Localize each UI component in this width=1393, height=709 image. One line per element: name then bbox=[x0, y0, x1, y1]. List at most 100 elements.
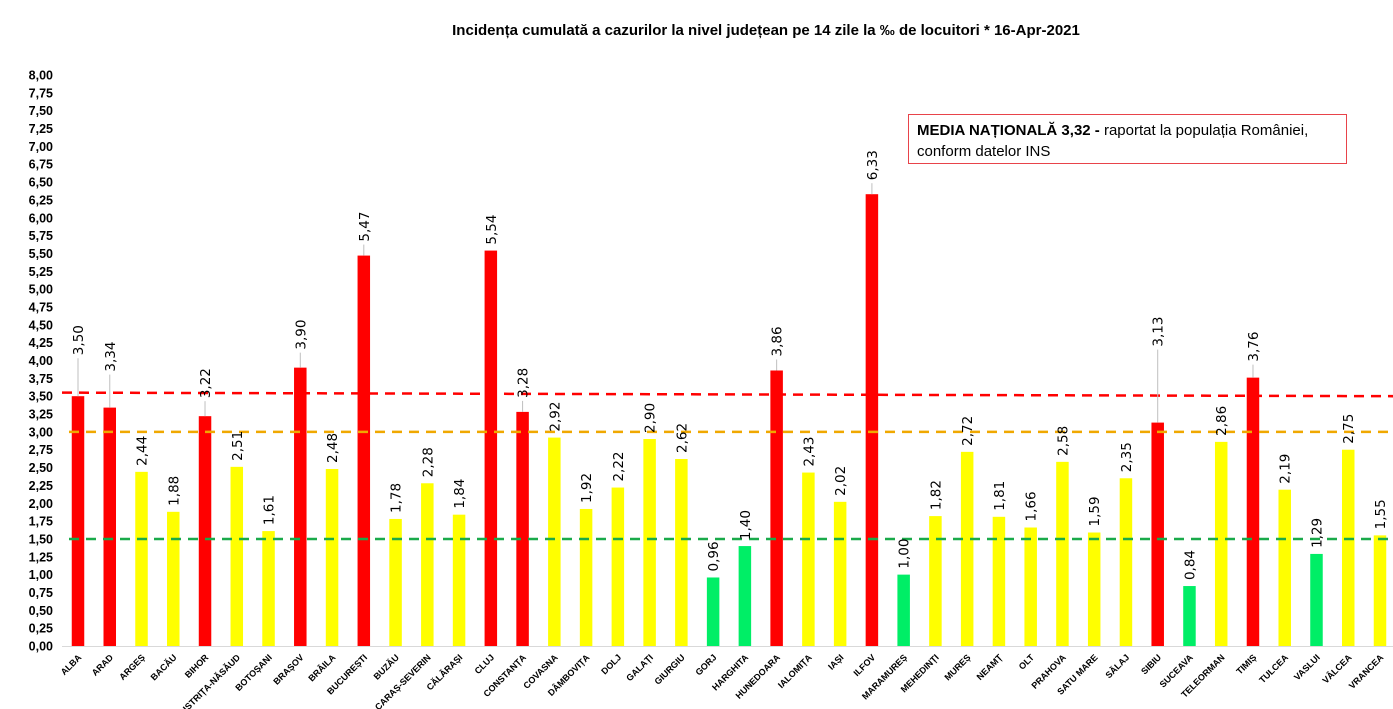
x-tick-label: GALAȚI bbox=[624, 652, 655, 683]
data-label: 1,55 bbox=[1373, 499, 1389, 529]
x-tick-label: VRANCEA bbox=[1347, 652, 1386, 691]
x-tick-label: DOLJ bbox=[599, 652, 623, 676]
y-tick-label: 6,00 bbox=[29, 211, 53, 225]
data-label: 2,90 bbox=[643, 403, 659, 433]
data-label: 1,00 bbox=[897, 539, 913, 569]
y-tick-label: 7,50 bbox=[29, 104, 53, 118]
y-tick-label: 6,50 bbox=[29, 176, 53, 190]
bar bbox=[1151, 422, 1164, 646]
data-label: 1,29 bbox=[1309, 518, 1325, 548]
x-tick-label: BRĂILA bbox=[306, 652, 337, 683]
data-label: 1,78 bbox=[389, 483, 405, 513]
data-label: 6,33 bbox=[865, 150, 881, 180]
data-label: 1,88 bbox=[166, 476, 182, 506]
bar bbox=[548, 437, 561, 646]
data-label: 1,66 bbox=[1024, 491, 1040, 521]
y-tick-label: 3,75 bbox=[29, 372, 53, 386]
bars bbox=[71, 194, 1387, 647]
y-tick-label: 0,25 bbox=[29, 622, 53, 636]
y-tick-label: 7,25 bbox=[29, 122, 53, 136]
data-label: 3,28 bbox=[516, 368, 532, 398]
annotation-line2: conform datelor INS bbox=[917, 143, 1051, 160]
y-tick-label: 3,00 bbox=[29, 425, 53, 439]
y-tick-label: 1,75 bbox=[29, 515, 53, 529]
bar bbox=[802, 472, 815, 646]
y-tick-label: 0,50 bbox=[29, 604, 53, 618]
y-tick-label: 1,50 bbox=[29, 532, 53, 546]
bar bbox=[738, 546, 752, 646]
y-tick-label: 5,00 bbox=[29, 283, 53, 297]
y-tick-label: 3,50 bbox=[29, 390, 53, 404]
data-label: 2,43 bbox=[801, 436, 817, 466]
y-tick-label: 2,00 bbox=[29, 497, 53, 511]
x-tick-label: BACĂU bbox=[149, 652, 179, 682]
y-tick-label: 1,00 bbox=[29, 568, 53, 582]
data-label: 1,82 bbox=[928, 480, 944, 510]
bar bbox=[1278, 489, 1291, 646]
y-tick-label: 6,75 bbox=[29, 158, 53, 172]
data-label: 3,13 bbox=[1151, 317, 1167, 347]
data-label: 5,54 bbox=[484, 215, 500, 245]
data-label: 1,61 bbox=[262, 495, 278, 525]
x-tick-label: TIMIȘ bbox=[1234, 652, 1258, 676]
bar bbox=[516, 411, 529, 646]
y-tick-label: 5,75 bbox=[29, 229, 53, 243]
y-tick-label: 1,25 bbox=[29, 550, 53, 564]
reference-lines bbox=[61, 391, 1393, 541]
x-tick-label: MUREȘ bbox=[943, 652, 973, 682]
bar bbox=[452, 514, 466, 646]
bar bbox=[1087, 532, 1101, 646]
chart-title: Incidența cumulată a cazurilor la nivel … bbox=[452, 22, 1080, 39]
red-threshold-line bbox=[61, 391, 1393, 398]
y-tick-label: 4,75 bbox=[29, 300, 53, 314]
y-tick-label: 2,50 bbox=[29, 461, 53, 475]
bar bbox=[1373, 535, 1387, 646]
bar bbox=[262, 531, 275, 646]
data-label: 3,90 bbox=[293, 320, 309, 350]
data-label: 3,76 bbox=[1246, 332, 1262, 362]
x-tick-label: CARAȘ-SEVERIN bbox=[373, 652, 433, 709]
data-label: 2,75 bbox=[1341, 414, 1357, 444]
x-tick-label: SIBIU bbox=[1139, 652, 1163, 676]
y-tick-label: 3,25 bbox=[29, 408, 53, 422]
bar bbox=[611, 487, 625, 646]
x-tick-label: TULCEA bbox=[1257, 652, 1290, 685]
x-tick-label: BIHOR bbox=[183, 652, 211, 680]
y-tick-label: 5,50 bbox=[29, 247, 53, 261]
y-tick-label: 8,00 bbox=[29, 69, 53, 83]
y-axis: 0,00 0,25 0,50 0,75 1,00 1,25 1,50 1,75 2,00 2,25… bbox=[29, 69, 53, 654]
x-tick-label: BISTRIȚA-NĂSĂUD bbox=[176, 652, 242, 709]
y-tick-label: 2,25 bbox=[29, 479, 53, 493]
data-label: 2,35 bbox=[1119, 442, 1135, 472]
data-label: 3,22 bbox=[198, 368, 214, 398]
bar bbox=[960, 451, 974, 646]
y-tick-label: 6,25 bbox=[29, 193, 53, 207]
bar bbox=[897, 574, 910, 646]
national-average-annotation: MEDIA NAȚIONALĂ 3,32 - raportat la popul… bbox=[908, 114, 1347, 164]
bar bbox=[1341, 449, 1355, 646]
x-tick-label: CLUJ bbox=[473, 652, 497, 676]
data-label: 5,47 bbox=[357, 212, 373, 242]
data-label: 1,92 bbox=[579, 473, 595, 503]
bar bbox=[675, 458, 688, 646]
bar bbox=[357, 255, 371, 647]
data-label: 2,48 bbox=[325, 433, 341, 463]
y-tick-label: 7,75 bbox=[29, 86, 53, 100]
bar bbox=[992, 516, 1006, 646]
data-label: 3,34 bbox=[103, 342, 119, 372]
data-label: 1,84 bbox=[452, 479, 468, 509]
x-tick-label: IALOMIȚA bbox=[776, 652, 814, 690]
x-axis: ALBA ARAD ARGEȘ BACĂU BIHORBISTRIȚA-NĂSĂUDBO… bbox=[59, 651, 1386, 709]
bar bbox=[325, 468, 339, 646]
bar bbox=[1214, 441, 1228, 646]
bar bbox=[389, 518, 402, 646]
x-tick-label: GIURGIU bbox=[652, 652, 686, 686]
x-tick-label: NEAMȚ bbox=[975, 652, 1005, 682]
data-label: 2,19 bbox=[1278, 454, 1294, 484]
data-label: 1,40 bbox=[738, 510, 754, 540]
y-tick-label: 2,75 bbox=[29, 443, 53, 457]
bar bbox=[71, 396, 85, 646]
data-label: 1,59 bbox=[1087, 496, 1103, 526]
y-tick-label: 7,00 bbox=[29, 140, 53, 154]
